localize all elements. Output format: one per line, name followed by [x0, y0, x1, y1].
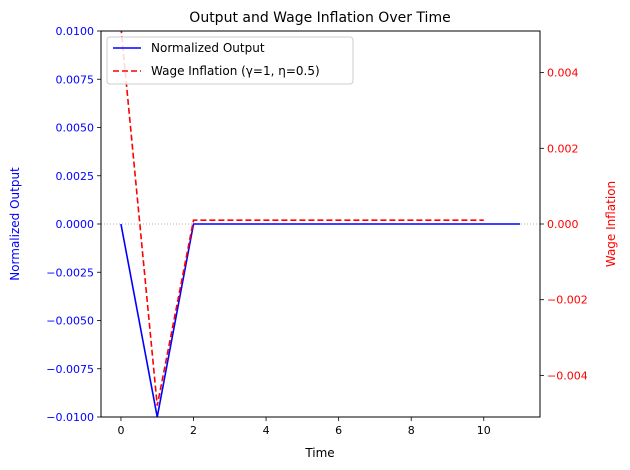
- x-tick-label: 2: [190, 424, 197, 437]
- y-axis-left-label: Normalized Output: [8, 167, 22, 281]
- y-axis-right-label: Wage Inflation: [604, 181, 618, 267]
- y-axis-left: −0.0100 −0.0075 −0.0050 −0.0025 0.0000 0.0025…: [46, 25, 101, 424]
- x-tick-label: 0: [117, 424, 124, 437]
- x-axis: 0 2 4 6 8 10: [117, 417, 491, 437]
- x-axis-label: Time: [304, 446, 334, 460]
- series-line-wage-inflation: [120, 31, 484, 406]
- legend-label-wage-inflation: Wage Inflation (γ=1, η=0.5): [151, 64, 320, 78]
- y-right-tick-label: −0.004: [547, 369, 588, 382]
- y-left-tick-label: −0.0025: [46, 266, 94, 279]
- legend: Normalized Output Wage Inflation (γ=1, η…: [106, 36, 354, 85]
- y-axis-right: −0.004 −0.002 0.000 0.002 0.004: [540, 67, 588, 382]
- y-left-tick-label: −0.0050: [46, 315, 94, 328]
- x-tick-label: 4: [263, 424, 270, 437]
- y-left-tick-label: −0.0100: [46, 411, 94, 424]
- y-left-tick-label: 0.0050: [56, 122, 95, 135]
- x-tick-label: 10: [477, 424, 491, 437]
- chart-title: Output and Wage Inflation Over Time: [189, 10, 450, 26]
- y-left-tick-label: 0.0000: [56, 218, 95, 231]
- y-right-tick-label: 0.002: [547, 142, 579, 155]
- x-tick-label: 8: [408, 424, 415, 437]
- y-right-tick-label: 0.000: [547, 218, 579, 231]
- legend-label-normalized-output: Normalized Output: [151, 41, 265, 55]
- y-left-tick-label: 0.0075: [56, 73, 95, 86]
- series-layer: [120, 31, 521, 417]
- y-left-tick-label: −0.0075: [46, 363, 94, 376]
- y-right-tick-label: 0.004: [547, 67, 579, 80]
- legend-box: [106, 36, 354, 85]
- x-tick-label: 6: [335, 424, 342, 437]
- series-line-normalized-output: [120, 223, 521, 417]
- y-right-tick-label: −0.002: [547, 294, 588, 307]
- y-left-tick-label: 0.0025: [56, 170, 95, 183]
- y-left-tick-label: 0.0100: [56, 25, 95, 38]
